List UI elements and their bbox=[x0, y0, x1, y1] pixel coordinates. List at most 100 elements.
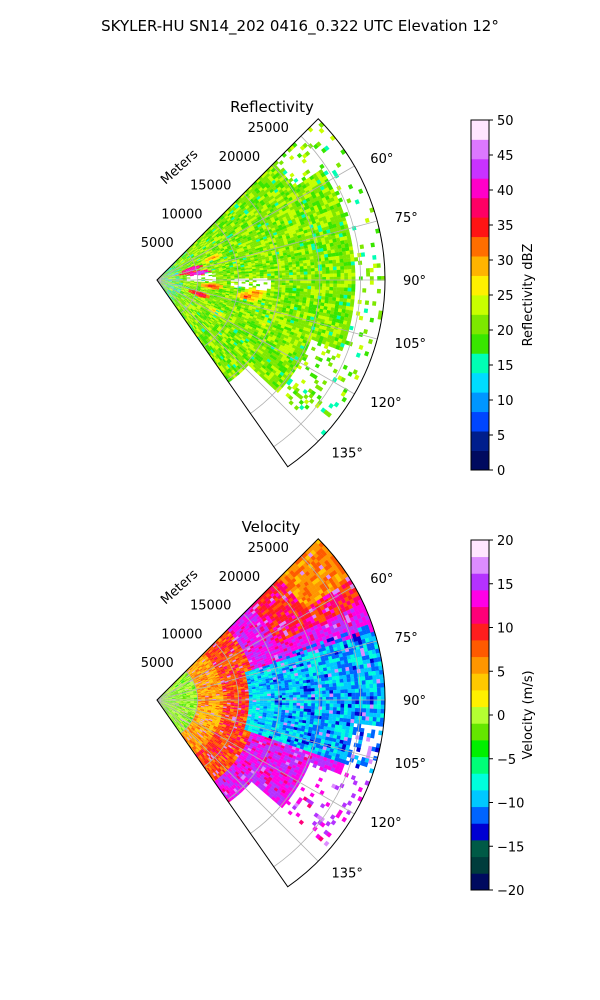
radar-cell bbox=[227, 337, 232, 342]
radar-cell bbox=[290, 319, 295, 324]
radar-cell bbox=[265, 294, 271, 298]
radar-cell bbox=[182, 274, 187, 276]
radar-cell bbox=[311, 336, 317, 341]
radar-cell bbox=[226, 284, 231, 286]
radar-cell bbox=[214, 266, 219, 269]
radar-cell bbox=[184, 266, 189, 269]
radar-cell bbox=[303, 265, 308, 270]
radar-cell bbox=[343, 262, 348, 267]
radar-cell bbox=[267, 251, 272, 255]
colorbar-swatch bbox=[471, 120, 489, 140]
radar-cell bbox=[314, 327, 320, 332]
radar-cell bbox=[336, 283, 341, 288]
radar-cell bbox=[184, 266, 188, 269]
radar-cell bbox=[179, 298, 184, 302]
radar-cell bbox=[187, 251, 192, 255]
radar-cell bbox=[280, 260, 285, 264]
radar-cell bbox=[223, 283, 228, 286]
radar-cell bbox=[223, 370, 229, 376]
radar-cell bbox=[214, 290, 219, 293]
radar-cell bbox=[307, 274, 312, 278]
radar-cell bbox=[255, 291, 260, 295]
radar-cell bbox=[171, 266, 176, 269]
radar-cell bbox=[198, 246, 202, 250]
radar-cell bbox=[176, 266, 180, 269]
radar-cell bbox=[216, 241, 221, 245]
radar-cell bbox=[196, 287, 201, 290]
radar-cell bbox=[310, 265, 315, 269]
radar-cell bbox=[226, 343, 232, 348]
radar-cell bbox=[298, 394, 304, 400]
radar-cell bbox=[262, 265, 267, 269]
radar-cell bbox=[178, 273, 183, 275]
radar-cell bbox=[247, 221, 253, 226]
radar-cell bbox=[294, 255, 299, 259]
radar-cell bbox=[183, 299, 187, 303]
radar-cell bbox=[335, 300, 340, 306]
radar-cell bbox=[264, 326, 269, 331]
radar-cell bbox=[223, 357, 228, 362]
radar-cell bbox=[259, 199, 264, 205]
radar-cell bbox=[244, 251, 249, 255]
radar-cell bbox=[288, 295, 293, 299]
radar-cell bbox=[328, 403, 334, 409]
radar-cell bbox=[248, 287, 253, 290]
radar-cell bbox=[187, 250, 191, 254]
radar-cell bbox=[339, 262, 344, 267]
radar-cell bbox=[285, 368, 291, 374]
radar-cell bbox=[246, 244, 251, 248]
radar-cell bbox=[185, 259, 189, 263]
radar-cell bbox=[184, 314, 188, 318]
radar-cell bbox=[211, 322, 216, 327]
radar-cell bbox=[209, 296, 214, 300]
radar-cell bbox=[295, 360, 301, 366]
radar-cell bbox=[170, 264, 174, 268]
radar-cell bbox=[220, 350, 225, 355]
radar-cell bbox=[297, 364, 303, 370]
radar-cell bbox=[276, 326, 281, 330]
radar-cell bbox=[198, 303, 203, 306]
radar-cell bbox=[318, 270, 323, 275]
radar-cell bbox=[234, 245, 240, 249]
radar-cell bbox=[281, 282, 286, 286]
radar-cell bbox=[325, 270, 330, 274]
radar-cell bbox=[214, 237, 219, 241]
radar-cell bbox=[175, 281, 180, 282]
radar-cell bbox=[216, 338, 221, 343]
radar-cell bbox=[230, 281, 235, 284]
radar-cell bbox=[173, 262, 177, 266]
radar-cell bbox=[252, 276, 257, 279]
radar-cell bbox=[210, 238, 215, 242]
radar-cell bbox=[264, 354, 270, 359]
radar-cell bbox=[292, 351, 298, 357]
radar-cell bbox=[200, 306, 205, 310]
radar-cell bbox=[203, 268, 208, 271]
radar-cell bbox=[198, 240, 202, 245]
radar-cell bbox=[245, 343, 251, 348]
radar-cell bbox=[168, 697, 173, 699]
radar-cell bbox=[301, 254, 307, 258]
radar-cell bbox=[164, 278, 169, 280]
radar-cell bbox=[313, 301, 318, 306]
radar-cell bbox=[309, 316, 315, 321]
radar-cell bbox=[251, 266, 256, 270]
radar-cell bbox=[168, 701, 173, 703]
radar-cell bbox=[274, 275, 279, 279]
radar-cell bbox=[186, 249, 190, 253]
radar-cell bbox=[256, 201, 262, 207]
radar-cell bbox=[178, 309, 182, 314]
radar-cell bbox=[190, 283, 194, 286]
radar-cell bbox=[271, 327, 277, 331]
radar-cell bbox=[164, 703, 168, 705]
radar-cell bbox=[179, 283, 183, 285]
radar-cell bbox=[172, 278, 176, 280]
radar-cell bbox=[189, 284, 194, 286]
radar-cell bbox=[263, 350, 268, 355]
radar-cell bbox=[306, 294, 311, 299]
radar-cell bbox=[303, 285, 308, 290]
radar-cell bbox=[294, 387, 300, 393]
radar-cell bbox=[329, 310, 335, 315]
radar-cell bbox=[168, 277, 173, 279]
radar-cell bbox=[213, 230, 218, 235]
radar-cell bbox=[168, 700, 173, 702]
